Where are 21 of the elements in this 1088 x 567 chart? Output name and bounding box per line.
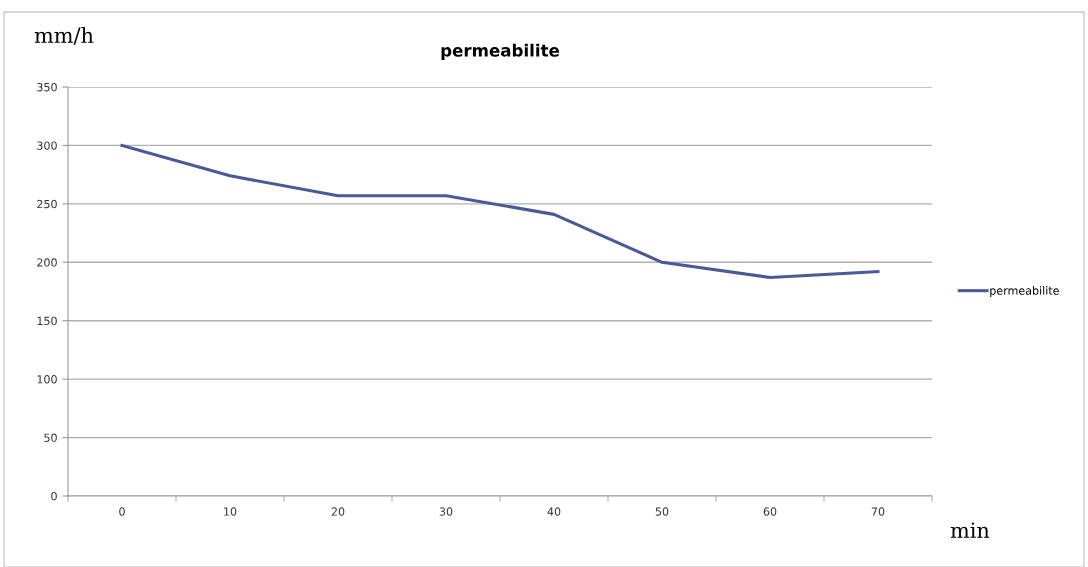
y-tick-label: 50 <box>44 433 57 442</box>
x-axis-title: min <box>950 522 990 538</box>
x-tick-label: 0 <box>119 507 125 516</box>
x-tick-label: 60 <box>763 507 777 516</box>
legend-label: permeabilite <box>990 286 1059 297</box>
x-tick-label: 40 <box>547 507 561 516</box>
y-tick-label: 150 <box>37 316 57 326</box>
y-axis-title: mm/h <box>34 26 94 45</box>
y-tick-label: 300 <box>37 141 57 150</box>
y-tick-label: 250 <box>37 199 57 209</box>
y-tick-label: 0 <box>51 491 57 501</box>
x-tick-label: 20 <box>331 507 345 516</box>
chart-title: permeabilite <box>441 43 560 60</box>
x-tick-label: 30 <box>439 507 453 516</box>
y-tick-label: 200 <box>37 258 57 267</box>
y-tick-label: 100 <box>37 375 57 384</box>
x-tick-label: 70 <box>871 507 885 516</box>
x-tick-label: 50 <box>655 507 669 516</box>
y-tick-label: 350 <box>37 82 57 92</box>
line-series <box>120 143 880 280</box>
x-tick-label: 10 <box>224 507 237 516</box>
